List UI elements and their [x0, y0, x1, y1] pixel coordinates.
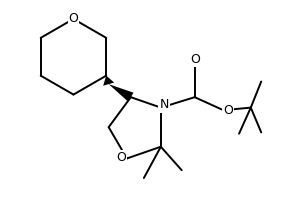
Polygon shape [109, 84, 133, 102]
Text: O: O [223, 104, 233, 117]
Text: O: O [190, 53, 200, 66]
Polygon shape [103, 76, 114, 86]
Text: N: N [159, 98, 169, 112]
Text: O: O [69, 12, 78, 25]
Text: O: O [116, 151, 126, 164]
